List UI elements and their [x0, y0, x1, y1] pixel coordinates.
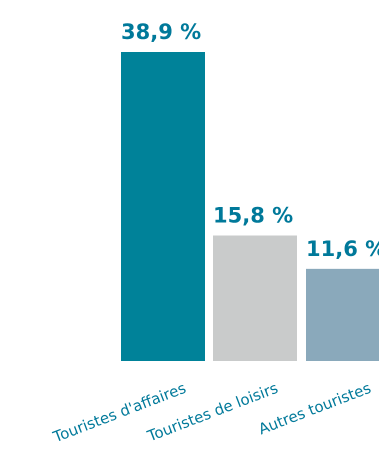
value-label-1: 38,9 % [121, 20, 201, 44]
bar-1 [121, 52, 205, 361]
bar-3 [306, 268, 379, 361]
value-label-3: 11,6 % [306, 237, 379, 261]
value-label-2: 15,8 % [213, 203, 293, 227]
bar-2 [213, 235, 297, 361]
